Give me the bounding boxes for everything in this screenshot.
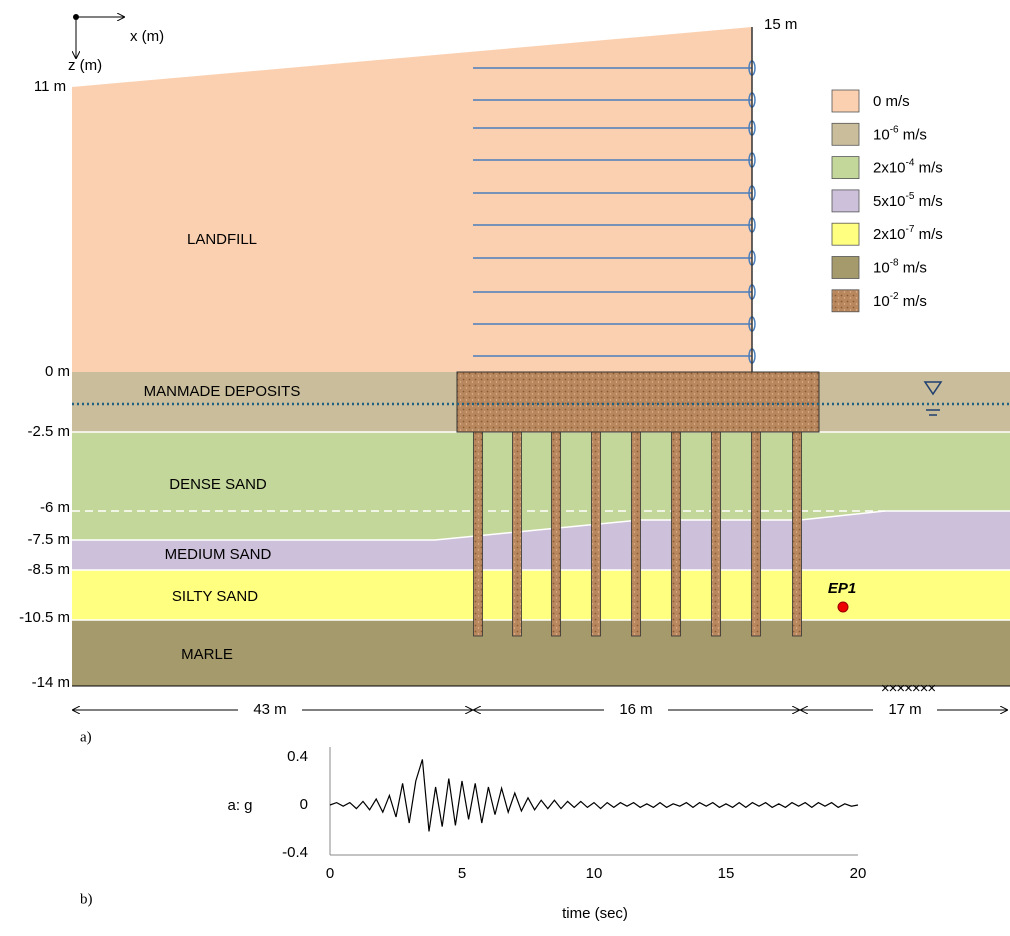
legend-unit: m/s — [899, 293, 927, 310]
legend-swatch — [832, 157, 859, 179]
depth-label: 0 m — [45, 363, 70, 380]
legend-text: 10 — [873, 259, 890, 276]
layer-label: DENSE SAND — [169, 476, 267, 493]
layer-label: MANMADE DEPOSITS — [144, 383, 301, 400]
legend-text: 2x10 — [873, 160, 906, 177]
legend-unit: m/s — [914, 193, 942, 210]
dimension-label: 43 m — [253, 701, 286, 718]
legend-unit: m/s — [899, 126, 927, 143]
depth-label: -8.5 m — [27, 561, 70, 578]
pile — [632, 432, 641, 636]
legend-label: 5x10-5 m/s — [873, 191, 943, 210]
pile — [712, 432, 721, 636]
legend-swatch — [832, 290, 859, 312]
x-tick-label: 15 — [718, 865, 735, 882]
legend-unit: m/s — [899, 259, 927, 276]
axis-label: x (m) — [130, 28, 164, 45]
landfill — [72, 27, 752, 372]
layer-label: LANDFILL — [187, 231, 257, 248]
legend-unit: m/s — [914, 160, 942, 177]
dimension-label: 16 m — [619, 701, 652, 718]
acceleration-line — [330, 759, 858, 831]
layer-label: MARLE — [181, 646, 233, 663]
measurement-point — [838, 602, 848, 612]
legend-label: 10-2 m/s — [873, 290, 927, 309]
legend-unit: m/s — [914, 226, 942, 243]
x-axis-label: time (sec) — [562, 905, 628, 922]
pile — [474, 432, 483, 636]
legend-label: 10-8 m/s — [873, 257, 927, 276]
pile — [752, 432, 761, 636]
depth-label: -14 m — [32, 674, 70, 691]
x-tick-label: 5 — [458, 865, 466, 882]
depth-label: -6 m — [40, 499, 70, 516]
point-label: EP1 — [828, 580, 856, 597]
pile — [513, 432, 522, 636]
legend-label: 2x10-7 m/s — [873, 224, 943, 243]
x-tick-label: 20 — [850, 865, 867, 882]
panel-label: b) — [80, 891, 93, 907]
legend-text: 2x10 — [873, 226, 906, 243]
legend-text: 10 — [873, 126, 890, 143]
pile — [592, 432, 601, 636]
legend-swatch — [832, 123, 859, 145]
legend-swatch — [832, 190, 859, 212]
legend-label: 10-6 m/s — [873, 124, 927, 143]
pile-cap — [457, 372, 819, 432]
legend-text: 5x10 — [873, 193, 906, 210]
legend-text: 0 m/s — [873, 93, 910, 110]
elevation: 15 m — [764, 16, 797, 33]
panel-label: a) — [80, 729, 92, 745]
y-tick-label: 0.4 — [287, 748, 308, 765]
y-tick-label: 0 — [300, 796, 308, 813]
pile — [793, 432, 802, 636]
elevation: 11 m — [34, 78, 66, 95]
legend-label: 0 m/s — [873, 93, 910, 110]
legend-swatch — [832, 223, 859, 245]
pile — [552, 432, 561, 636]
axis-label: z (m) — [68, 57, 102, 74]
legend-swatch — [832, 257, 859, 279]
x-tick-label: 0 — [326, 865, 334, 882]
pile — [672, 432, 681, 636]
layer-label: SILTY SAND — [172, 588, 258, 605]
legend-text: 10 — [873, 293, 890, 310]
dimension-label: 17 m — [888, 701, 921, 718]
depth-label: -10.5 m — [19, 609, 70, 626]
y-tick-label: -0.4 — [282, 844, 308, 861]
legend-swatch — [832, 90, 859, 112]
x-tick-label: 10 — [586, 865, 603, 882]
legend-label: 2x10-4 m/s — [873, 157, 943, 176]
boundary-crosses: ××××××× — [881, 680, 936, 697]
layer-label: MEDIUM SAND — [165, 546, 272, 563]
depth-label: -7.5 m — [27, 531, 70, 548]
y-axis-label: a: g — [227, 797, 252, 814]
figure: x (m) z (m)11 m 15 m 0 m -2.5 m -6 m -7.5 m -8.… — [0, 0, 1010, 931]
depth-label: -2.5 m — [27, 423, 70, 440]
